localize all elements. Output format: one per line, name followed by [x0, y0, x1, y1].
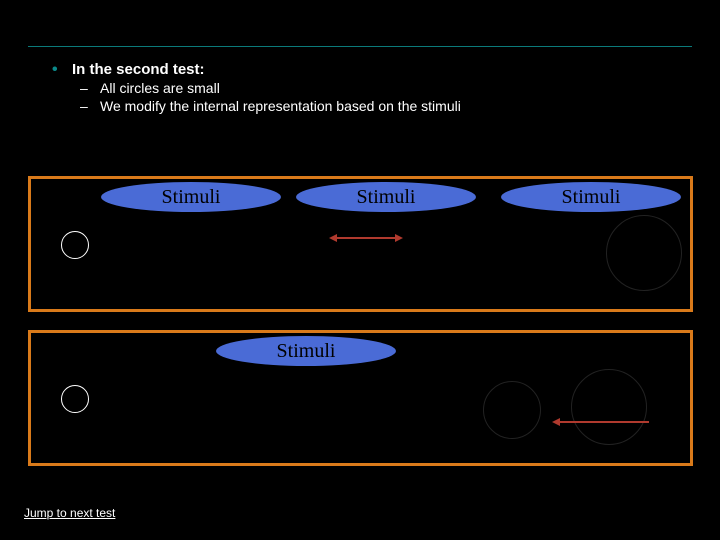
- dark-circle: [483, 381, 541, 439]
- panel-bottom: Stimuli: [28, 330, 693, 466]
- title-underline: [28, 44, 692, 47]
- stimuli-pill: Stimuli: [101, 182, 281, 212]
- small-circle: [61, 385, 89, 413]
- stimuli-pill: Stimuli: [296, 182, 476, 212]
- arrow-double: [336, 237, 396, 239]
- bullet-level2-1: We modify the internal representation ba…: [52, 98, 692, 114]
- stimuli-pill: Stimuli: [216, 336, 396, 366]
- page-title: What is the difference between the tests…: [28, 12, 692, 41]
- bullet-level1: In the second test:: [52, 61, 692, 78]
- arrow-left-only: [559, 421, 649, 423]
- panel-top: Stimuli Stimuli Stimuli: [28, 176, 693, 312]
- dark-circle: [571, 369, 647, 445]
- jump-to-next-link[interactable]: Jump to next test: [24, 506, 115, 520]
- dark-circle: [606, 215, 682, 291]
- small-circle: [61, 231, 89, 259]
- title-block: What is the difference between the tests…: [0, 0, 720, 51]
- stimuli-pill: Stimuli: [501, 182, 681, 212]
- bullet-list: In the second test: All circles are smal…: [0, 51, 720, 116]
- bullet-level2-0: All circles are small: [52, 80, 692, 96]
